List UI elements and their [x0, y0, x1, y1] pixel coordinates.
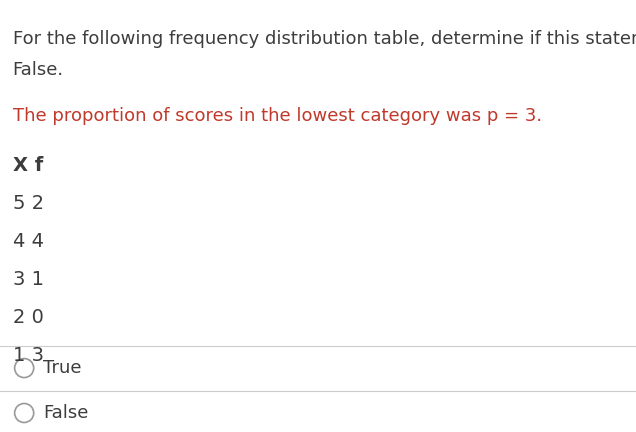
- Text: 2 0: 2 0: [13, 308, 44, 327]
- Text: True: True: [43, 359, 82, 377]
- Text: False.: False.: [13, 61, 64, 79]
- Text: 5 2: 5 2: [13, 194, 44, 213]
- Text: For the following frequency distribution table, determine if this statement is T: For the following frequency distribution…: [13, 30, 636, 48]
- Text: 3 1: 3 1: [13, 270, 44, 289]
- Text: X f: X f: [13, 156, 43, 175]
- Text: False: False: [43, 404, 88, 422]
- Text: The proportion of scores in the lowest category was p = 3.: The proportion of scores in the lowest c…: [13, 107, 542, 125]
- Text: 1 3: 1 3: [13, 346, 44, 365]
- Text: 4 4: 4 4: [13, 232, 44, 251]
